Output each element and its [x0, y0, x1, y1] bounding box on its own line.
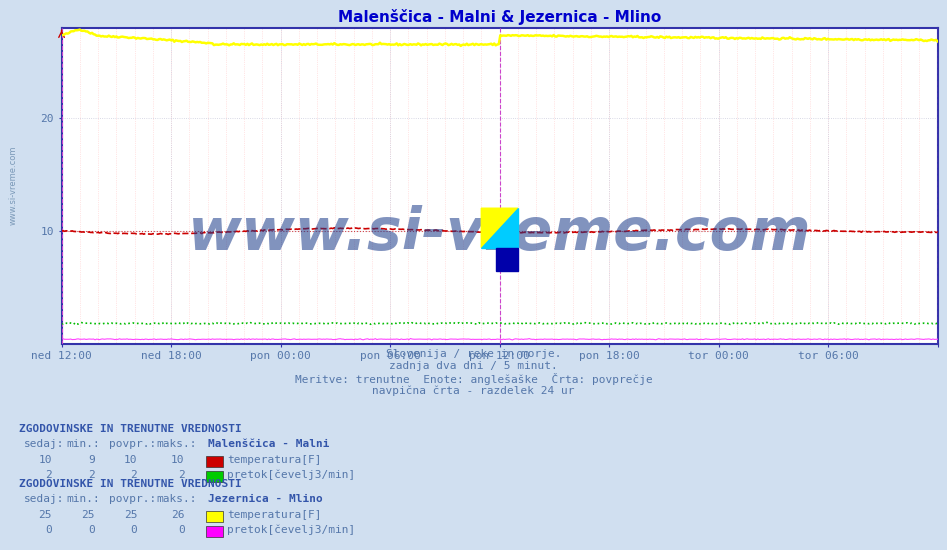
- Polygon shape: [496, 248, 518, 272]
- Text: 2: 2: [131, 470, 137, 480]
- Text: min.:: min.:: [66, 439, 100, 449]
- Text: Slovenija / reke in morje.: Slovenija / reke in morje.: [385, 349, 562, 359]
- Text: 2: 2: [178, 470, 185, 480]
- Text: min.:: min.:: [66, 494, 100, 504]
- Text: 10: 10: [171, 455, 185, 465]
- Polygon shape: [481, 208, 518, 248]
- Text: Malenščica - Malni: Malenščica - Malni: [208, 439, 330, 449]
- Text: zadnja dva dni / 5 minut.: zadnja dva dni / 5 minut.: [389, 361, 558, 371]
- Text: 25: 25: [39, 510, 52, 520]
- Text: povpr.:: povpr.:: [109, 494, 156, 504]
- Text: povpr.:: povpr.:: [109, 439, 156, 449]
- Text: 0: 0: [88, 525, 95, 535]
- Text: 0: 0: [131, 525, 137, 535]
- Title: Malenščica - Malni & Jezernica - Mlino: Malenščica - Malni & Jezernica - Mlino: [338, 9, 661, 25]
- Text: temperatura[F]: temperatura[F]: [227, 510, 322, 520]
- Text: pretok[čevelj3/min]: pretok[čevelj3/min]: [227, 525, 355, 535]
- Text: navpična črta - razdelek 24 ur: navpična črta - razdelek 24 ur: [372, 386, 575, 396]
- Text: 10: 10: [39, 455, 52, 465]
- Text: 0: 0: [178, 525, 185, 535]
- Polygon shape: [481, 208, 518, 248]
- Text: 0: 0: [45, 525, 52, 535]
- Text: sedaj:: sedaj:: [24, 494, 64, 504]
- Text: sedaj:: sedaj:: [24, 439, 64, 449]
- Text: 10: 10: [124, 455, 137, 465]
- Text: temperatura[F]: temperatura[F]: [227, 455, 322, 465]
- Text: maks.:: maks.:: [156, 494, 197, 504]
- Text: 2: 2: [45, 470, 52, 480]
- Text: 25: 25: [81, 510, 95, 520]
- Text: ZGODOVINSKE IN TRENUTNE VREDNOSTI: ZGODOVINSKE IN TRENUTNE VREDNOSTI: [19, 478, 241, 489]
- Text: pretok[čevelj3/min]: pretok[čevelj3/min]: [227, 470, 355, 480]
- Text: maks.:: maks.:: [156, 439, 197, 449]
- Text: 9: 9: [88, 455, 95, 465]
- Text: www.si-vreme.com: www.si-vreme.com: [9, 146, 18, 226]
- Text: 2: 2: [88, 470, 95, 480]
- Text: ZGODOVINSKE IN TRENUTNE VREDNOSTI: ZGODOVINSKE IN TRENUTNE VREDNOSTI: [19, 424, 241, 434]
- Text: 25: 25: [124, 510, 137, 520]
- Text: Jezernica - Mlino: Jezernica - Mlino: [208, 494, 323, 504]
- Text: 26: 26: [171, 510, 185, 520]
- Text: www.si-vreme.com: www.si-vreme.com: [188, 205, 812, 262]
- Text: Meritve: trenutne  Enote: anglešaške  Črta: povprečje: Meritve: trenutne Enote: anglešaške Črta…: [295, 373, 652, 386]
